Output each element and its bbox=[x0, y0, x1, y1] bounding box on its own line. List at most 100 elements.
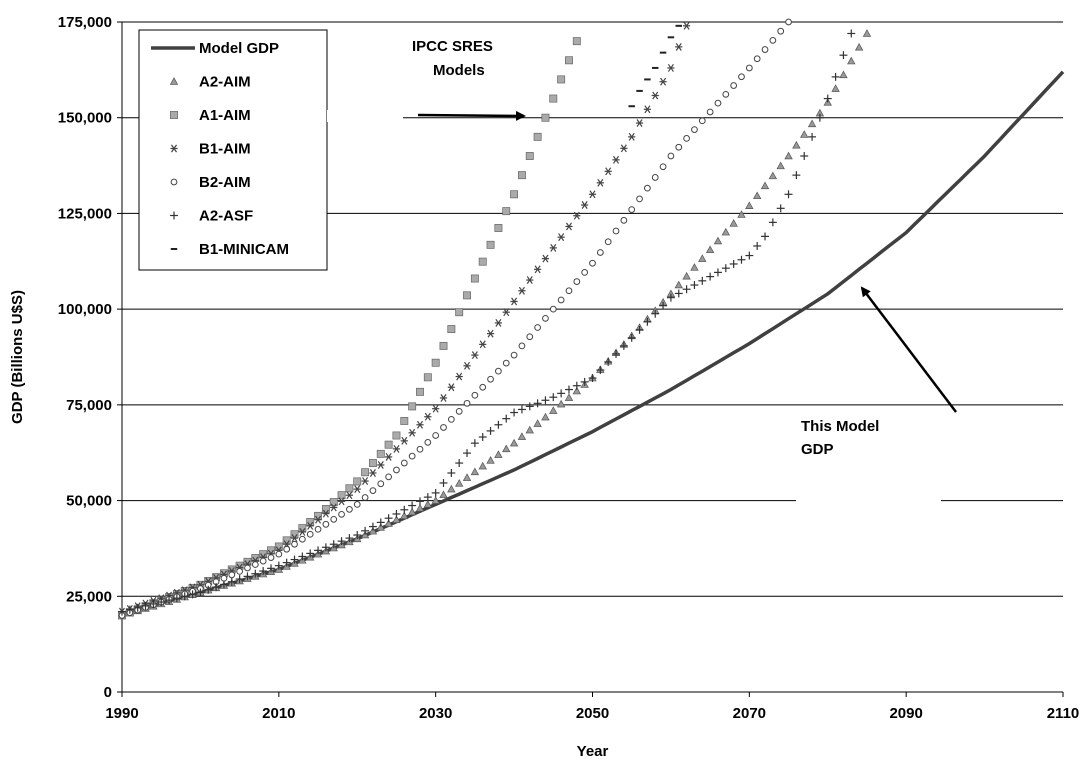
legend-item: A2-AIM bbox=[169, 74, 251, 91]
series-a1-aim-point bbox=[314, 511, 322, 520]
series-a1-aim-point bbox=[549, 94, 558, 103]
series-b2-aim-point bbox=[659, 163, 667, 171]
series-b1-aim-point bbox=[290, 534, 299, 543]
series-b2-aim-point bbox=[785, 18, 792, 26]
x-tick-label: 1990 bbox=[105, 705, 138, 722]
series-a2-asf-point bbox=[690, 281, 699, 289]
series-a2-asf-point bbox=[321, 543, 330, 552]
series-a2-aim-point bbox=[431, 496, 440, 504]
y-tick-label: 75,000 bbox=[66, 397, 112, 414]
series-a2-asf-point bbox=[227, 577, 236, 586]
series-a2-asf-point bbox=[486, 426, 495, 435]
series-a2-asf-point bbox=[651, 309, 660, 318]
series-b2-aim-point bbox=[502, 359, 510, 367]
series-b2-aim-point bbox=[306, 530, 314, 538]
series-a2-aim-point bbox=[541, 412, 550, 421]
series-a2-asf-point bbox=[329, 540, 338, 549]
series-b2-aim-point bbox=[683, 135, 690, 142]
series-b2-aim-point bbox=[675, 143, 683, 151]
x-axis-label: Year bbox=[577, 743, 609, 760]
series-a2-asf-point bbox=[259, 567, 268, 575]
series-a2-aim-point bbox=[502, 444, 511, 453]
series-a2-asf-point bbox=[298, 552, 307, 561]
series-a1-aim-point bbox=[416, 387, 424, 396]
series-a2-aim-point bbox=[486, 456, 495, 464]
series-b2-aim-point bbox=[275, 550, 283, 558]
legend-swatch bbox=[170, 178, 178, 186]
series-a2-aim-point bbox=[690, 263, 699, 271]
series-a2-asf-point bbox=[368, 522, 377, 531]
series-a2-asf-point bbox=[439, 479, 448, 487]
series-b1-aim-point bbox=[400, 436, 408, 445]
series-b1-aim-point bbox=[502, 308, 510, 317]
series-a2-asf-point bbox=[306, 549, 315, 558]
series-a2-aim-point bbox=[517, 432, 527, 440]
series-b2-aim-point bbox=[393, 466, 400, 474]
x-tick-label: 2010 bbox=[262, 705, 295, 722]
series-b2-aim-point bbox=[620, 216, 628, 224]
series-a2-asf-point bbox=[196, 588, 205, 597]
series-a2-asf-point bbox=[212, 583, 221, 592]
series-a2-aim-point bbox=[454, 479, 464, 487]
series-b2-aim-point bbox=[283, 545, 291, 553]
series-b2-aim-point bbox=[581, 269, 589, 276]
series-b1-aim-point bbox=[322, 509, 330, 518]
series-b1-aim-point bbox=[604, 167, 612, 176]
series-a2-aim-point bbox=[729, 219, 738, 227]
series-a1-aim-point bbox=[494, 224, 503, 232]
series-b2-aim-point bbox=[644, 184, 651, 192]
series-a2-aim-point bbox=[862, 29, 872, 37]
series-a2-asf-point bbox=[800, 152, 809, 160]
grid-gap bbox=[327, 110, 403, 122]
series-a2-asf-point bbox=[698, 276, 707, 285]
series-a2-asf-point bbox=[502, 414, 511, 423]
series-a2-asf-point bbox=[172, 594, 181, 603]
series-a2-asf-point bbox=[784, 190, 793, 199]
y-tick-label: 150,000 bbox=[58, 110, 112, 127]
series-a1-aim-point bbox=[290, 530, 299, 539]
y-tick-label: 25,000 bbox=[66, 588, 112, 605]
legend-item: A2-ASF bbox=[170, 208, 253, 225]
series-a2-asf-point bbox=[165, 596, 174, 605]
series-b1-aim-point bbox=[432, 404, 440, 413]
series-a2-aim-point bbox=[784, 151, 793, 160]
series-b1-aim-point bbox=[683, 21, 691, 30]
series-a2-asf-point bbox=[572, 381, 581, 390]
tick-labels: 0 25,000 50,000 75,000 100,000 125,000 150,000… bbox=[58, 14, 1080, 722]
legend-swatch bbox=[170, 144, 178, 153]
series-a2-asf-point bbox=[666, 293, 675, 302]
series-a2-asf-point bbox=[235, 575, 244, 584]
series-b2-aim-point bbox=[612, 227, 620, 235]
series-b1-minicam bbox=[628, 24, 682, 108]
series-a2-aim-point bbox=[376, 523, 385, 531]
x-tick-label: 2030 bbox=[419, 705, 452, 722]
series-a2-asf-point bbox=[141, 601, 150, 610]
series-a2-aim-point bbox=[847, 56, 856, 65]
series-b2-aim-point bbox=[495, 367, 502, 375]
legend-item: B2-AIM bbox=[170, 174, 251, 191]
series-a1-aim-point bbox=[376, 449, 385, 458]
series-a2-asf-point bbox=[157, 598, 166, 606]
series-a2-aim-point bbox=[831, 84, 840, 92]
series-a2-asf-point bbox=[219, 580, 228, 589]
series-a2-aim-point bbox=[839, 70, 848, 79]
series-a1-aim-point bbox=[400, 416, 409, 425]
series-b2-aim-point bbox=[251, 561, 259, 568]
series-a2-asf-point bbox=[133, 603, 142, 612]
y-axis-label: GDP (Billions U$S) bbox=[9, 290, 26, 424]
series-a2-aim-point bbox=[400, 511, 409, 520]
x-tick-label: 2050 bbox=[576, 705, 609, 722]
series-a2-asf-point bbox=[776, 204, 785, 213]
series-a2-asf-point bbox=[243, 572, 252, 581]
series-b2-aim-point bbox=[557, 296, 565, 304]
series-a1-aim-point bbox=[345, 484, 354, 493]
series-b1-aim-point bbox=[667, 63, 675, 72]
y-tick-label: 50,000 bbox=[66, 493, 112, 510]
series-b2-aim-point bbox=[424, 438, 432, 446]
series-b1-aim-point bbox=[510, 297, 518, 306]
series-a1-aim-point bbox=[368, 459, 377, 468]
series-a2-asf-point bbox=[345, 534, 354, 543]
series-a2-aim-point bbox=[470, 467, 480, 476]
series-a2-asf-point bbox=[549, 393, 558, 402]
series-a1-aim-point bbox=[572, 37, 581, 46]
